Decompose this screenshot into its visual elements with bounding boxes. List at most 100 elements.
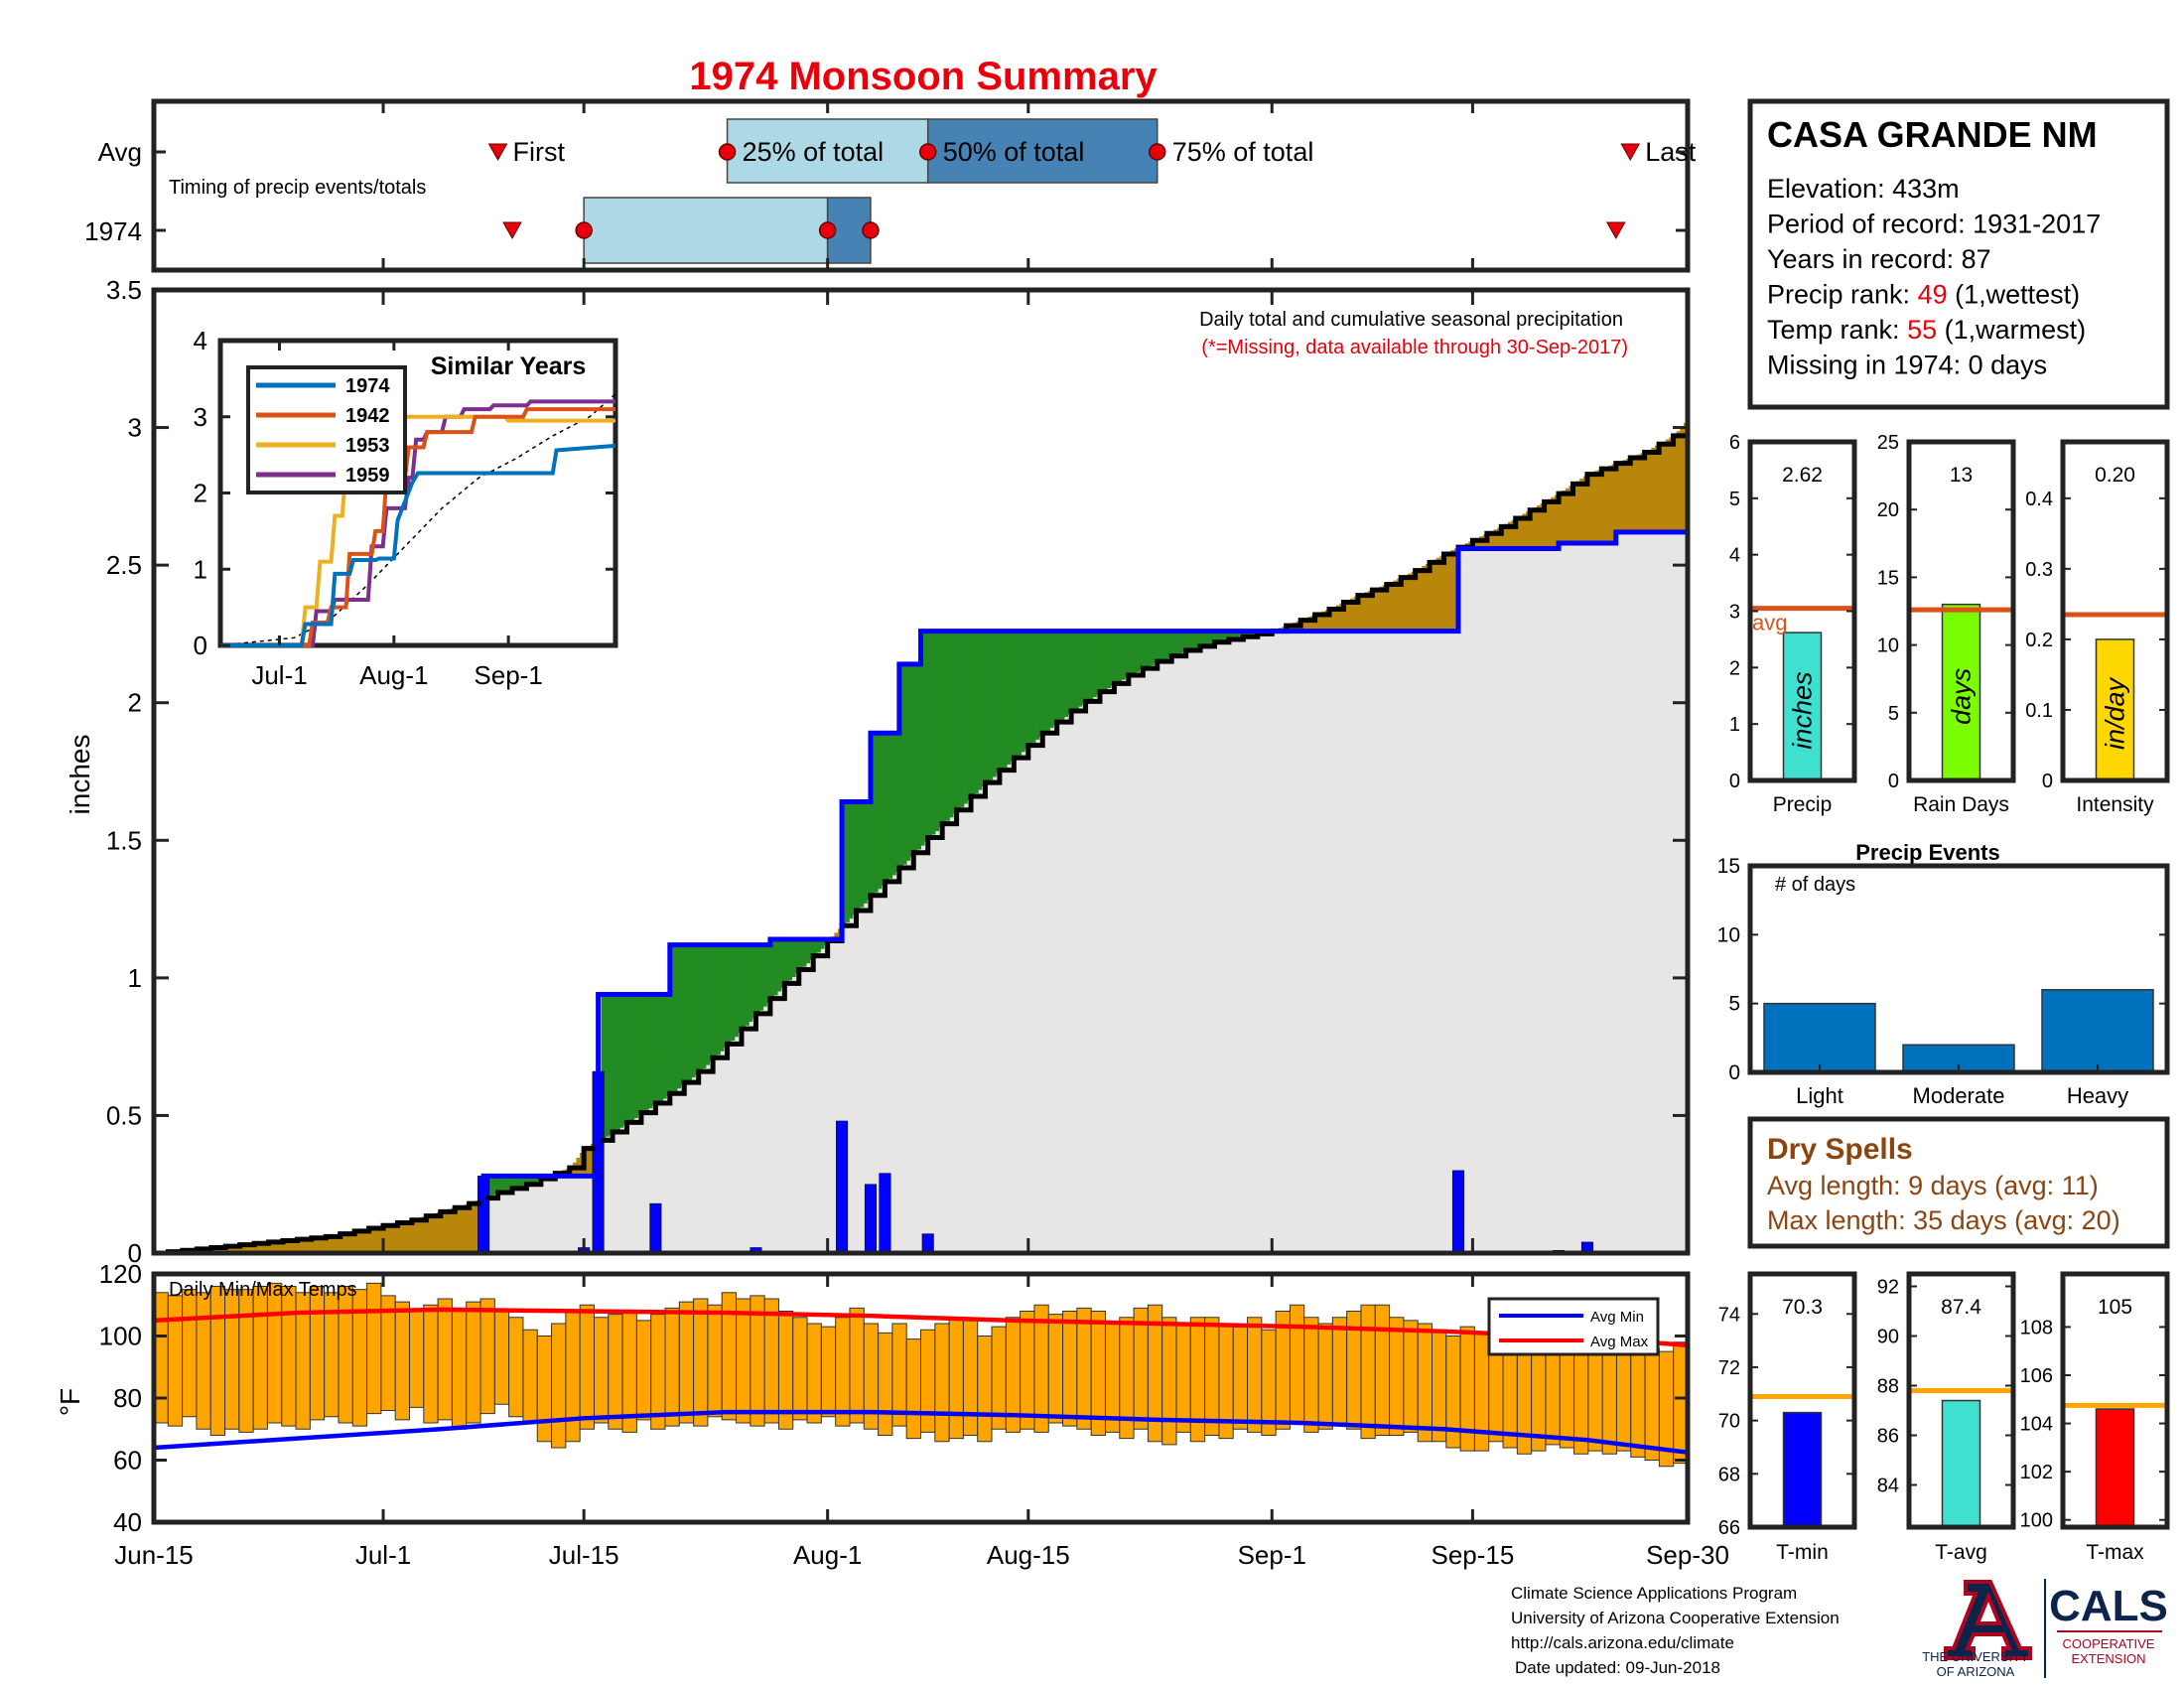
temp-bar-78 (1261, 1329, 1277, 1436)
inset-avg-dashed-line (219, 393, 616, 646)
temp-bar-6 (238, 1289, 254, 1433)
main-plot-frame (151, 287, 1691, 1256)
temp-bar-55 (934, 1323, 950, 1443)
temp-panel-1-frame (1906, 1271, 2016, 1530)
temp-bar-71 (1161, 1317, 1177, 1446)
temp-bar-105 (1644, 1347, 1660, 1461)
dry-spells-box: Dry Spells Avg length: 9 days (avg: 11) … (1747, 1116, 2170, 1249)
temp-bar-18 (409, 1311, 425, 1408)
precip-ytick-label-0-4: 4 (1729, 545, 1740, 567)
year-q25-marker (575, 221, 593, 239)
temp-bar-0 (1782, 1411, 1823, 1528)
temp-bar-43 (763, 1298, 779, 1424)
temp-bar-41 (736, 1298, 751, 1424)
temp-bar-67 (1104, 1323, 1121, 1433)
station-line-2-value: 87 (1962, 244, 1991, 274)
station-line-2: Years in record: 87 (1767, 244, 1991, 274)
main-ytick-label-5: 2.5 (106, 550, 142, 580)
temp-ytick-label-2: 80 (113, 1383, 142, 1413)
temp-bar-57 (962, 1320, 979, 1436)
precip-value-2: 0.20 (2095, 464, 2135, 487)
avg-min-line (153, 1409, 1689, 1455)
footer-line-3: http://cals.arizona.edu/climate (1511, 1633, 1734, 1652)
station-name: CASA GRANDE NM (1767, 114, 2098, 155)
temp-ytick-label-1-0: 84 (1877, 1476, 1899, 1497)
temp-ytick-label-2-0: 100 (2020, 1510, 2053, 1532)
temp-bar-77 (1247, 1317, 1263, 1433)
daily-precip-bar-5 (836, 1120, 849, 1254)
temp-bar-24 (493, 1311, 510, 1405)
inset-series-line-1942 (220, 407, 615, 647)
inset-ytick-label-1: 1 (194, 554, 207, 584)
ua-logo-line-1: THE UNIVERSITY (1922, 1649, 2029, 1664)
precip-ytick-label-1-2: 10 (1877, 635, 1899, 657)
temp-label-1: T-avg (1935, 1541, 1987, 1564)
station-line-5-value: 0 days (1969, 351, 2048, 380)
precip-label-0: Precip (1773, 793, 1833, 816)
temp-bar-19 (423, 1304, 439, 1424)
timing-row-avg-label: Avg (98, 137, 142, 167)
avg-q25-marker (718, 143, 737, 161)
inset-xtick-label-1: Aug-1 (359, 660, 428, 690)
legend-avg-max-label: Avg Max (1590, 1334, 1649, 1350)
precip-ytick-label-1-0: 0 (1888, 771, 1899, 792)
dry-spells-frame (1747, 1116, 2170, 1249)
precip-value-1: 13 (1950, 464, 1973, 487)
temp-panel-0-frame (1747, 1271, 1857, 1530)
events-ytick-label-1: 5 (1728, 993, 1740, 1016)
daily-precip-bar-7 (879, 1173, 891, 1254)
temp-bar-102 (1601, 1338, 1617, 1455)
avg-q50-q75-box (926, 118, 1159, 184)
inset-legend-label-1953: 1953 (345, 435, 390, 457)
temp-bar-76 (1232, 1326, 1249, 1430)
temp-bar-56 (948, 1317, 964, 1440)
temp-bar-30 (579, 1304, 595, 1430)
events-title: Precip Events (1855, 840, 2000, 865)
dry-spells-max-length: Max length: 35 days (avg: 20) (1767, 1205, 2120, 1235)
year-q75-marker (862, 221, 880, 239)
avg-q75-marker (1148, 143, 1166, 161)
temp-stats-panels: 70.3 66 68 70 72 74 T-min 87.4 84 86 88 90 92 T-avg 10… (1718, 1271, 2170, 1564)
temp-bar-32 (608, 1314, 623, 1430)
main-ytick-label-4: 2 (128, 688, 142, 718)
precip-panel-2-frame (2060, 439, 2170, 783)
inset-legend-label-1974: 1974 (345, 375, 390, 397)
temp-ytick-label-0-1: 68 (1718, 1464, 1740, 1485)
precip-label-1: Rain Days (1913, 793, 2009, 816)
station-line-4-suffix: (1,warmest) (1937, 315, 2086, 345)
temp-bar-26 (522, 1329, 538, 1424)
station-line-4-value: 55 (1907, 315, 1937, 345)
temp-bar-58 (977, 1336, 993, 1443)
avg-q50-marker (918, 143, 937, 161)
precip-unit-1: days (1947, 668, 1977, 725)
temp-ytick-label-1-4: 92 (1877, 1277, 1899, 1299)
temp-bar-7 (252, 1286, 268, 1430)
temp-ytick-label-1-2: 88 (1877, 1376, 1899, 1398)
precip-value-0: 2.62 (1782, 464, 1823, 487)
precip-ytick-label-1-5: 25 (1877, 432, 1899, 454)
temp-bar-61 (1020, 1311, 1035, 1430)
temp-bar-51 (878, 1332, 893, 1436)
temp-legend (1487, 1297, 1660, 1356)
inset-ytick-label-2: 2 (194, 479, 207, 508)
events-category-moderate: Moderate (1913, 1083, 2005, 1108)
temp-bar-3 (196, 1292, 211, 1430)
x-tick-label-3: Aug-1 (793, 1540, 862, 1570)
avg-cumulative-line (154, 419, 1691, 1256)
cals-logo: CALS COOPERATIVE EXTENSION (2049, 1582, 2168, 1666)
temp-bar-35 (650, 1314, 666, 1430)
temp-label-0: T-min (1776, 1541, 1829, 1564)
temp-bar-82 (1317, 1323, 1333, 1430)
temp-value-2: 105 (2098, 1296, 2132, 1319)
temp-bar-49 (849, 1307, 865, 1424)
timing-label-q50: 50% of total (943, 137, 1085, 167)
temp-bar-2 (2095, 1408, 2135, 1528)
main-ytick-label-1: 0.5 (106, 1100, 142, 1130)
inset-title: Similar Years (431, 352, 587, 380)
temp-ytick-label-2-3: 106 (2020, 1365, 2053, 1387)
daily-precip-bar-8 (921, 1233, 934, 1254)
main-ylabel: inches (65, 735, 95, 815)
temp-title: Daily Min/Max Temps (169, 1279, 357, 1301)
station-line-1-value: 1931-2017 (1973, 210, 2101, 239)
